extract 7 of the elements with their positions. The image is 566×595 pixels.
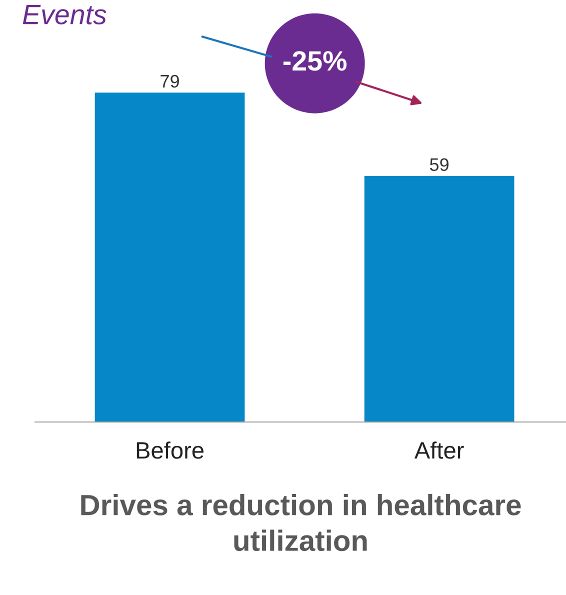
x-tick-label: Before [136,441,204,459]
text: -25% [284,51,347,71]
x-axis-title: Drives a reduction in healthcare utilization [81,494,521,552]
data-label: 59 [430,158,448,172]
x-tick-label: After [414,441,464,459]
chart-title: Events [22,5,106,24]
data-label: 79 [160,74,179,88]
